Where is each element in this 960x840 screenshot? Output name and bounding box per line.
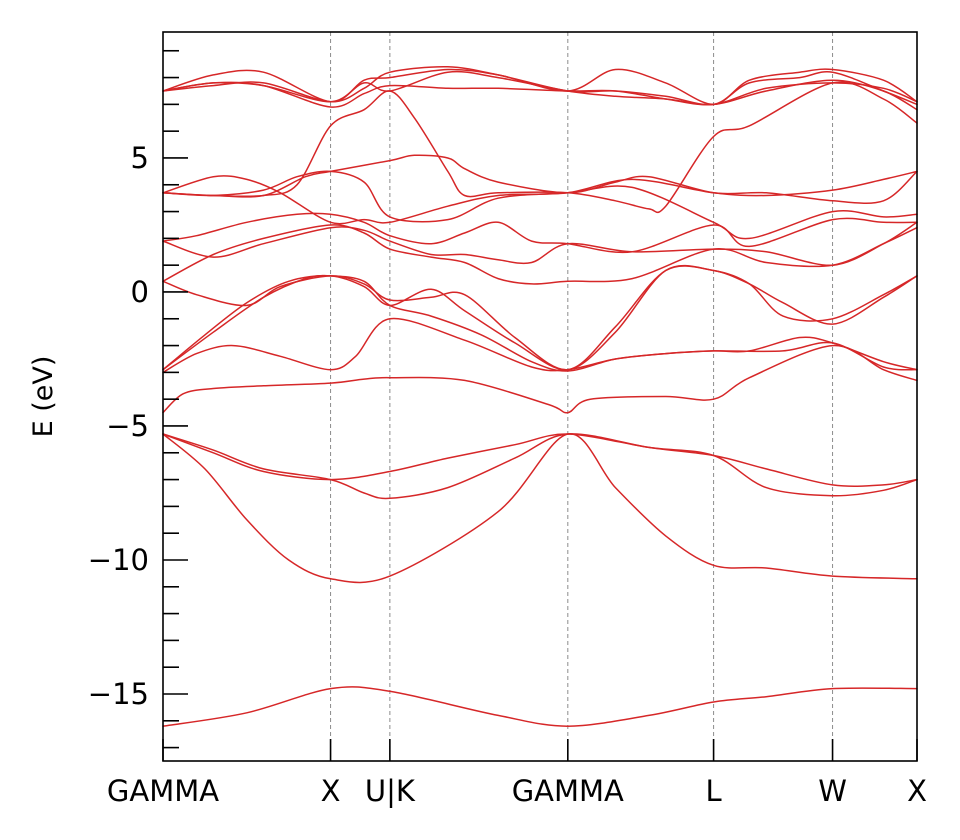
band-line-4 <box>162 433 918 488</box>
band-line-14 <box>162 170 918 225</box>
y-tick-label: −5 <box>106 409 149 443</box>
band-line-10 <box>162 224 918 285</box>
band-line-5 <box>162 344 918 414</box>
band-line-9 <box>162 265 918 371</box>
band-line-2 <box>162 433 918 584</box>
y-tick-label: 0 <box>131 275 149 309</box>
y-axis-ticks: 5 0 −5 −10 −15 <box>88 49 188 749</box>
y-axis-label: E (eV) <box>28 356 59 438</box>
band-line-16 <box>162 81 918 214</box>
y-tick-label: −10 <box>88 543 149 577</box>
band-line-11 <box>162 221 918 266</box>
band-series <box>162 66 918 727</box>
x-tick-label: X <box>321 774 341 808</box>
x-tick-label: L <box>706 774 722 808</box>
x-tick-label: X <box>907 774 927 808</box>
x-tick-label: W <box>818 774 847 808</box>
band-line-15 <box>162 154 918 205</box>
band-line-1 <box>162 686 918 727</box>
x-tick-label: U|K <box>365 774 416 808</box>
band-line-19 <box>162 68 918 106</box>
band-line-6 <box>162 317 918 374</box>
band-line-7 <box>162 274 918 372</box>
band-line-3 <box>162 433 918 500</box>
band-line-8 <box>162 264 918 371</box>
band-line-13 <box>162 170 918 240</box>
x-tick-label: GAMMA <box>107 774 219 808</box>
band-line-12 <box>162 212 918 254</box>
plot-frame <box>162 31 918 762</box>
x-tick-label: GAMMA <box>512 774 624 808</box>
band-line-20 <box>162 66 918 106</box>
x-axis-ticks: GAMMA X U|K GAMMA L W X <box>107 739 927 808</box>
band-line-18 <box>162 81 918 108</box>
y-tick-label: −15 <box>88 677 149 711</box>
high-symmetry-lines <box>330 32 834 761</box>
y-tick-label: 5 <box>131 141 149 175</box>
